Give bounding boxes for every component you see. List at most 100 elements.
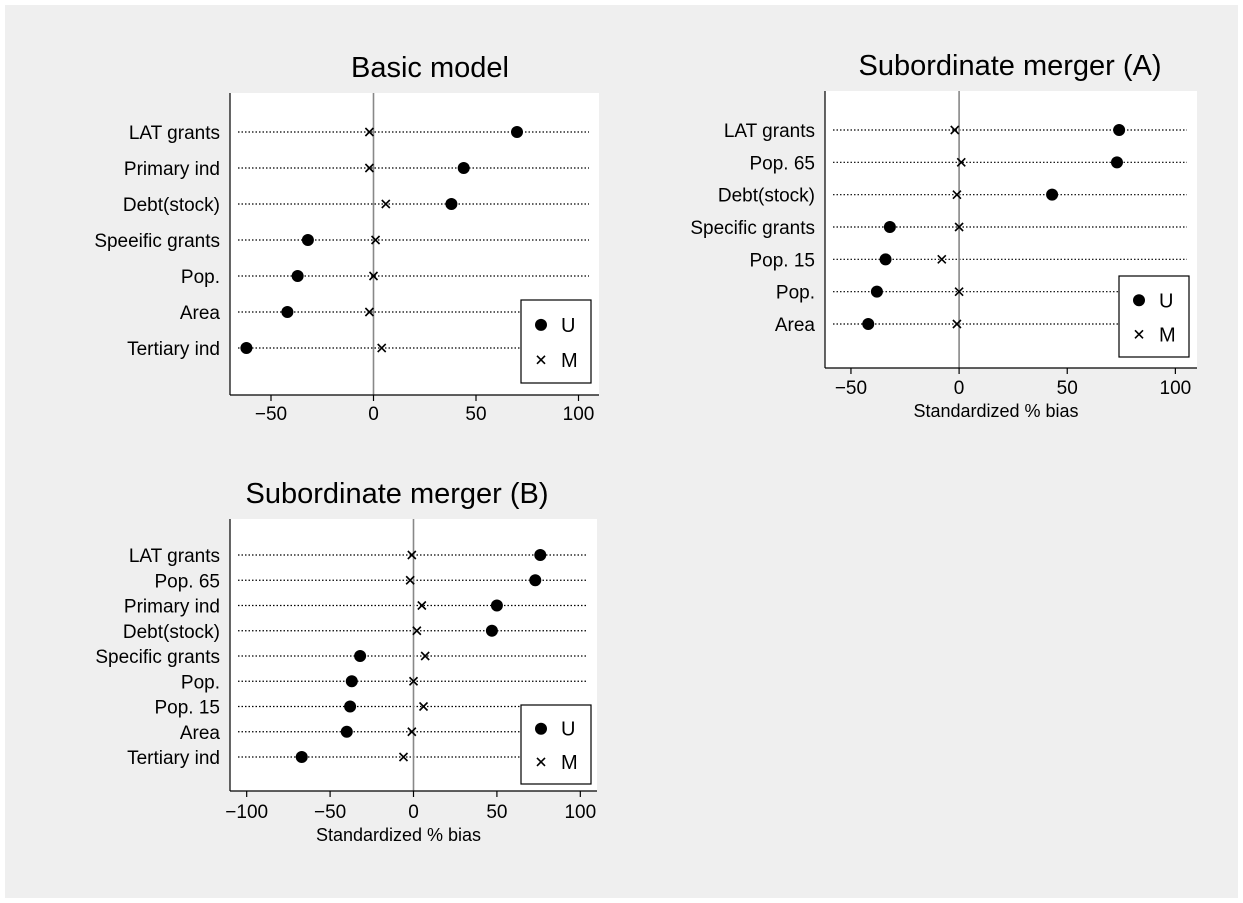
point-M (952, 319, 962, 329)
point-M (952, 190, 962, 200)
point-M (954, 287, 964, 297)
legend: UM (520, 299, 592, 384)
point-M (408, 676, 419, 686)
point-U (457, 162, 470, 174)
point-M (368, 271, 379, 281)
point-U (879, 253, 892, 266)
point-U (529, 574, 542, 587)
category-label: Pop. 15 (750, 250, 816, 271)
category-label: Tertiary ind (127, 339, 220, 360)
legend-marker-M (1134, 329, 1144, 339)
point-U (301, 234, 314, 246)
point-U (862, 318, 875, 330)
point-U (870, 285, 883, 298)
point-M (398, 752, 409, 762)
point-U (344, 700, 357, 713)
category-label: LAT grants (129, 123, 220, 144)
x-tick-label: 100 (564, 802, 596, 823)
point-U (485, 624, 498, 637)
point-M (950, 125, 960, 135)
point-M (370, 235, 381, 245)
category-label: Specific grants (95, 647, 220, 668)
figure-background: Basic model LAT grants Primary ind Debt(sto… (5, 5, 1238, 898)
category-label: Area (180, 723, 221, 744)
legend-marker-U (535, 318, 547, 331)
point-U (340, 725, 353, 738)
point-M (417, 600, 427, 611)
legend-label-M: M (561, 752, 578, 774)
point-M (954, 222, 964, 232)
point-U (1113, 124, 1126, 136)
point-U (1046, 188, 1059, 201)
category-label: Pop. (181, 267, 220, 288)
point-M (418, 701, 429, 712)
legend-box (520, 704, 592, 785)
point-M (407, 550, 417, 560)
point-M (405, 575, 415, 585)
legend-marker-U (1133, 294, 1145, 307)
chart-panel-3: Subordinate merger (B) LAT grants Pop. 65 P… (95, 478, 597, 845)
legend-label-U: U (561, 315, 575, 337)
point-M (381, 199, 391, 209)
chart-panel-1: Basic model LAT grants Primary ind Debt(sto… (94, 52, 599, 425)
x-axis-label: Standardized % bias (316, 825, 481, 845)
legend-marker-M (536, 757, 546, 767)
legend-label-U: U (561, 719, 575, 741)
point-U (345, 675, 358, 688)
x-tick-label: 0 (954, 378, 965, 399)
x-tick-label: 50 (486, 802, 507, 823)
point-U (281, 306, 294, 318)
point-U (883, 221, 896, 233)
category-label: Pop. 15 (155, 698, 221, 719)
legend-label-U: U (1159, 290, 1173, 312)
point-M (956, 157, 966, 167)
x-tick-label: 50 (1057, 378, 1078, 399)
point-U (240, 342, 253, 354)
point-M (364, 127, 374, 137)
point-M (377, 343, 387, 353)
legend-label-M: M (1159, 324, 1176, 346)
point-M (364, 163, 374, 173)
category-label: Debt(stock) (123, 195, 220, 216)
point-U (534, 549, 547, 561)
point-U (291, 270, 304, 282)
x-tick-label: −100 (225, 802, 268, 823)
category-label: Pop. 65 (750, 153, 816, 174)
point-U (354, 650, 367, 662)
legend: UM (520, 704, 592, 785)
x-tick-label: 100 (1160, 378, 1192, 399)
category-label: Pop. (181, 672, 220, 693)
x-tick-label: −50 (314, 802, 346, 823)
category-label: Area (775, 315, 816, 336)
legend-marker-U (535, 722, 547, 735)
category-label: Tertiary ind (127, 748, 220, 769)
point-M (420, 651, 430, 661)
category-label: Specific grants (690, 218, 815, 239)
category-label: Debt(stock) (718, 186, 815, 207)
x-tick-label: −50 (835, 378, 867, 399)
point-U (445, 198, 458, 210)
category-label: Debt(stock) (123, 622, 220, 643)
point-M (364, 307, 374, 317)
x-tick-label: 0 (368, 404, 379, 425)
chart-figure: Basic model LAT grants Primary ind Debt(sto… (94, 50, 1197, 845)
category-label: LAT grants (129, 546, 220, 567)
x-tick-label: 0 (408, 802, 419, 823)
legend: UM (1118, 275, 1190, 358)
category-label: Primary ind (124, 159, 220, 180)
legend-box (1118, 275, 1190, 358)
category-label: Speeific grants (94, 231, 220, 252)
x-tick-label: 50 (465, 404, 486, 425)
point-M (407, 727, 417, 737)
point-U (511, 126, 523, 138)
point-U (295, 751, 308, 763)
category-label: Area (180, 303, 221, 324)
category-label: Primary ind (124, 597, 220, 618)
chart-title: Subordinate merger (A) (858, 50, 1161, 82)
x-axis-label: Standardized % bias (913, 401, 1078, 421)
point-U (1110, 156, 1123, 169)
legend-box (520, 299, 592, 384)
point-M (412, 626, 422, 636)
chart-title: Basic model (351, 52, 509, 84)
category-label: LAT grants (724, 121, 815, 142)
